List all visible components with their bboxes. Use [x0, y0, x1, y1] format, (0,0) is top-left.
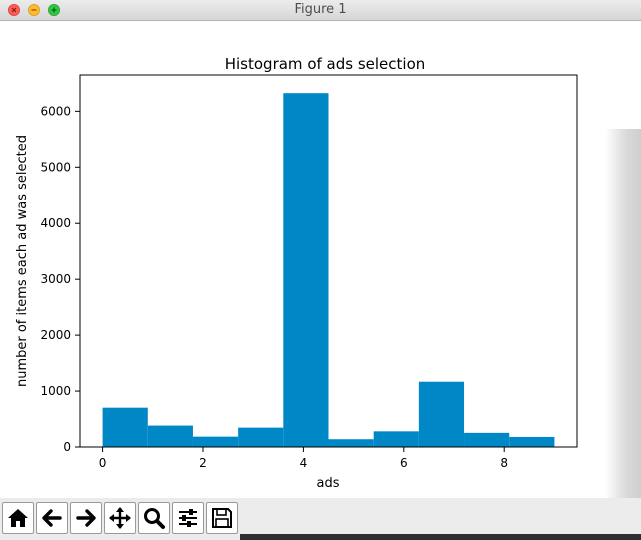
- y-axis-label: number of items each ad was selected: [15, 135, 30, 387]
- close-icon[interactable]: [8, 4, 20, 16]
- histogram-bar-7: [418, 381, 465, 447]
- forward-button[interactable]: [70, 502, 102, 534]
- histogram-bar-4: [283, 93, 329, 447]
- background-window-strip: [240, 534, 641, 540]
- chart-title: Histogram of ads selection: [225, 55, 426, 73]
- floppy-disk-icon: [212, 508, 232, 528]
- histogram-bar-5: [328, 439, 374, 447]
- histogram-bar-1: [147, 425, 193, 447]
- y-tick-label: 1000: [40, 384, 71, 398]
- histogram-bar-0: [102, 407, 148, 447]
- y-tick-label: 6000: [40, 104, 71, 118]
- y-tick-label: 2000: [40, 328, 71, 342]
- sliders-icon: [179, 509, 197, 527]
- figure-canvas[interactable]: Histogram of ads selection 0 2 4 6 8 0 1000 20…: [0, 21, 641, 519]
- y-axis-ticks: 0 1000 2000 3000 4000 5000 6000: [40, 104, 80, 454]
- window-title: Figure 1: [294, 2, 347, 17]
- navigation-toolbar: [0, 498, 641, 540]
- plot-frame: [79, 74, 578, 448]
- x-tick-label: 6: [400, 456, 408, 470]
- y-tick-label: 5000: [40, 160, 71, 174]
- histogram-bar-3: [238, 427, 284, 447]
- maximize-icon[interactable]: [48, 4, 60, 16]
- histogram-bars: [102, 93, 555, 447]
- histogram-bar-9: [509, 436, 555, 447]
- histogram-chart: Histogram of ads selection 0 2 4 6 8 0 1000 20…: [15, 55, 578, 491]
- y-tick-label: 4000: [40, 216, 71, 230]
- background-window-edge: [605, 129, 641, 519]
- move-icon: [109, 507, 131, 529]
- histogram-bar-8: [464, 432, 510, 447]
- back-button[interactable]: [36, 502, 68, 534]
- save-button[interactable]: [206, 502, 238, 534]
- x-tick-label: 0: [99, 456, 107, 470]
- y-tick-label: 3000: [40, 272, 71, 286]
- home-button[interactable]: [2, 502, 34, 534]
- x-axis-ticks: 0 2 4 6 8: [99, 447, 508, 470]
- y-tick-label: 0: [63, 440, 71, 454]
- x-tick-label: 8: [500, 456, 508, 470]
- zoom-button[interactable]: [138, 502, 170, 534]
- window-titlebar[interactable]: Figure 1: [0, 0, 641, 21]
- histogram-bar-2: [192, 436, 239, 447]
- x-tick-label: 4: [300, 456, 308, 470]
- x-axis-label: ads: [317, 476, 340, 491]
- home-icon: [8, 509, 28, 527]
- histogram-bar-6: [373, 431, 419, 447]
- subplots-button[interactable]: [172, 502, 204, 534]
- pan-button[interactable]: [104, 502, 136, 534]
- arrow-right-icon: [76, 509, 96, 527]
- arrow-left-icon: [42, 509, 62, 527]
- x-tick-label: 2: [199, 456, 207, 470]
- magnifier-icon: [144, 508, 165, 529]
- minimize-icon[interactable]: [28, 4, 40, 16]
